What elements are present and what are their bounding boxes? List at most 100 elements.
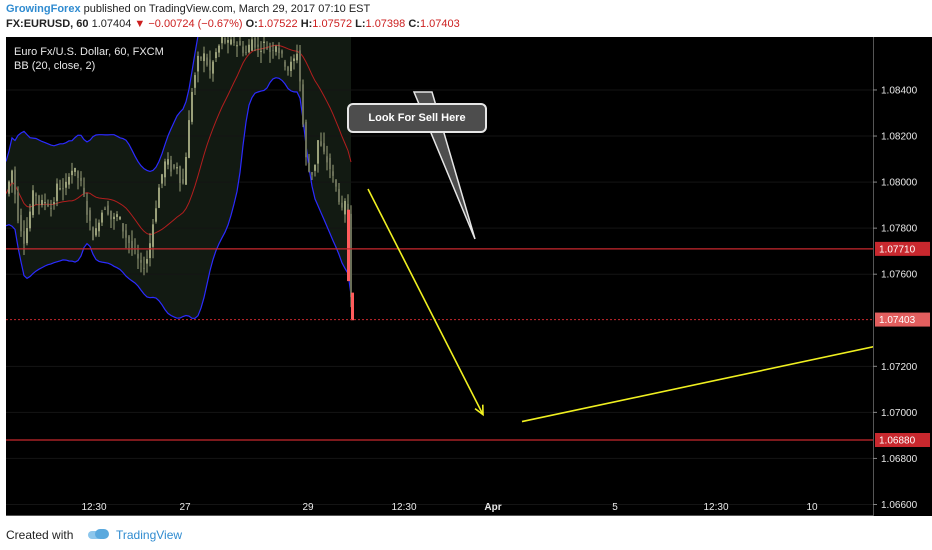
time-tick-label: 12:30 — [391, 502, 416, 513]
candle-body — [92, 227, 94, 241]
time-tick-label: Apr — [484, 502, 501, 513]
candle-body — [290, 61, 292, 71]
candle-body — [194, 75, 196, 88]
symbol-label[interactable]: FX:EURUSD, 60 — [6, 18, 89, 30]
close-value: 1.07403 — [419, 18, 460, 30]
candle-body — [317, 140, 319, 164]
candle-body — [26, 228, 28, 244]
candle-body — [308, 162, 310, 172]
candle-body — [32, 190, 34, 216]
candle-body — [179, 166, 181, 183]
candle-body — [344, 200, 346, 215]
candle-body — [170, 159, 172, 172]
candle-body — [161, 174, 163, 184]
bb-basis-line — [6, 44, 352, 236]
projection-line — [367, 188, 484, 416]
candle-body — [335, 180, 337, 187]
brand-name: TradingView — [116, 528, 183, 542]
candle-body — [8, 181, 10, 194]
candle-body — [80, 177, 82, 181]
level-price-label: 1.07710 — [879, 244, 916, 255]
candle-body — [107, 205, 109, 215]
candle-body — [53, 202, 55, 204]
candle-body — [38, 195, 40, 204]
candle-body — [155, 208, 157, 222]
candle-body — [224, 38, 226, 43]
candle-body — [236, 45, 238, 47]
candle-body — [98, 222, 100, 232]
candle-body — [140, 259, 142, 263]
published-text: published on TradingView.com, March 29, … — [83, 3, 371, 15]
candle-body — [143, 267, 145, 269]
candle-body — [104, 208, 106, 210]
sell-callout: Look For Sell Here — [347, 103, 487, 133]
price-tick-label: 1.07200 — [881, 362, 918, 373]
selloff-candle — [351, 292, 354, 321]
candle-body — [14, 169, 16, 195]
candle-body — [83, 187, 85, 194]
candle-body — [215, 52, 217, 59]
candle-body — [200, 57, 202, 59]
time-tick-label: 5 — [612, 502, 618, 513]
candle-body — [260, 50, 262, 52]
price-tick-label: 1.06600 — [881, 500, 918, 511]
candle-body — [275, 46, 277, 52]
time-tick-label: 12:30 — [703, 502, 728, 513]
indicator-legend[interactable]: BB (20, close, 2) — [14, 60, 96, 72]
candle-body — [95, 228, 97, 236]
candle-body — [50, 207, 52, 209]
candle-body — [68, 176, 70, 185]
instrument-legend: Euro Fx/U.S. Dollar, 60, FXCM — [14, 46, 164, 58]
price-axis[interactable]: 1.08400 1.08200 1.08000 1.07800 1.07600 1.072… — [873, 37, 932, 516]
candle-body — [122, 223, 124, 232]
candle-body — [254, 38, 256, 48]
candle-body — [329, 157, 331, 170]
candle-body — [203, 53, 205, 62]
candle-body — [77, 171, 79, 179]
price-tick-label: 1.07600 — [881, 270, 918, 281]
candle-body — [218, 45, 220, 53]
last-price-text: 1.07404 — [91, 18, 132, 30]
price-tick-label: 1.07000 — [881, 408, 918, 419]
candle-body — [173, 165, 175, 168]
time-tick-label: 10 — [806, 502, 818, 513]
candle-body — [287, 67, 289, 71]
candle-body — [314, 164, 316, 171]
level-price-label: 1.06880 — [879, 436, 916, 447]
candle-body — [209, 59, 211, 71]
candle-body — [323, 143, 325, 152]
time-tick-label: 29 — [302, 502, 314, 513]
candle-body — [332, 171, 334, 176]
publisher-name[interactable]: GrowingForex — [6, 3, 81, 15]
candle-body — [191, 92, 193, 122]
candle-body — [347, 203, 349, 212]
candle-body — [338, 188, 340, 202]
candle-body — [248, 44, 250, 53]
candle-body — [158, 187, 160, 208]
candle-body — [269, 46, 271, 53]
candle-body — [11, 170, 13, 183]
candle-body — [311, 172, 313, 175]
price-tick-label: 1.08400 — [881, 85, 918, 96]
candle-body — [341, 202, 343, 208]
candle-body — [167, 159, 169, 165]
candle-body — [44, 202, 46, 204]
candle-body — [266, 48, 268, 50]
candle-body — [65, 181, 67, 188]
candle-body — [206, 57, 208, 65]
candle-body — [320, 141, 322, 146]
candle-body — [20, 215, 22, 232]
candle-body — [302, 84, 304, 125]
candle-body — [74, 167, 76, 172]
tradingview-logo[interactable]: TradingView — [88, 528, 182, 542]
cloud-icon — [88, 529, 110, 541]
bb-fill — [6, 37, 351, 319]
chart-canvas[interactable]: 12:30 27 29 12:30 Apr 5 12:30 10 Euro Fx/U.S. D… — [6, 37, 873, 516]
candle-body — [17, 192, 19, 221]
bb-upper-line — [6, 37, 199, 173]
candle-body — [230, 39, 232, 45]
candle-body — [128, 236, 130, 244]
time-tick-label: 27 — [179, 502, 191, 513]
candle-body — [152, 224, 154, 247]
candle-body — [245, 52, 247, 54]
